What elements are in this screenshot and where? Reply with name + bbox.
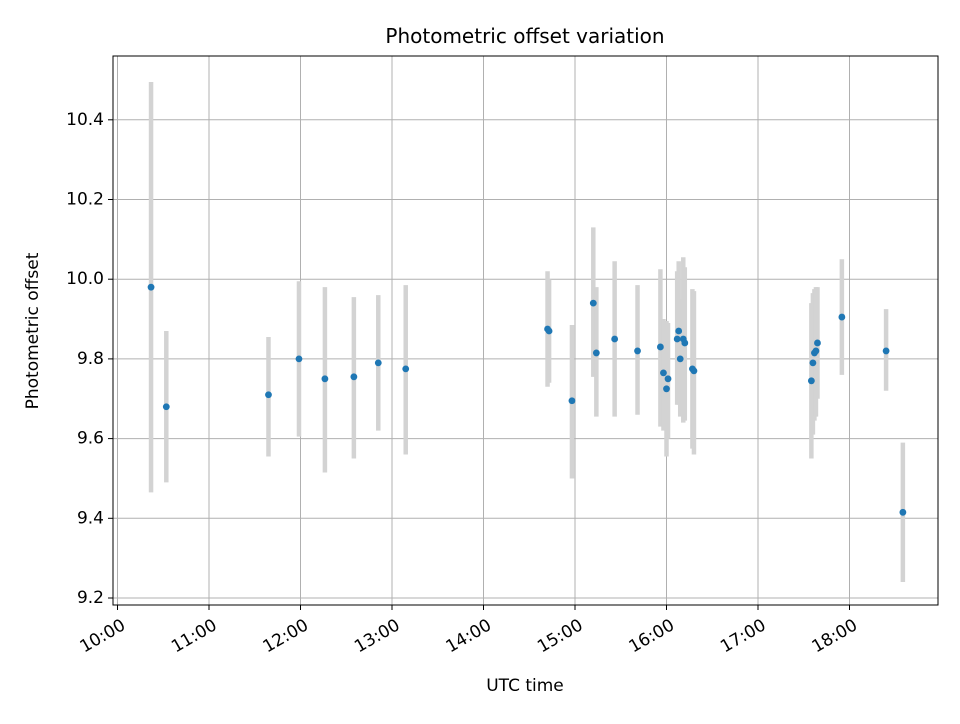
data-point	[675, 327, 683, 335]
x-tick-label: 17:00	[717, 615, 769, 657]
y-tick-label: 9.6	[77, 429, 104, 449]
data-point	[545, 327, 553, 335]
data-point	[838, 313, 846, 321]
data-point	[568, 397, 576, 405]
data-point	[663, 385, 670, 393]
x-tick-label: 13:00	[351, 615, 403, 657]
x-tick-label: 16:00	[626, 615, 678, 657]
data-point	[807, 377, 815, 385]
data-point	[882, 347, 890, 355]
data-point	[681, 339, 689, 347]
x-tick-label: 10:00	[77, 615, 129, 657]
data-point	[592, 349, 600, 357]
data-point	[664, 375, 672, 383]
data-point	[690, 367, 698, 375]
chart-title: Photometric offset variation	[385, 24, 664, 48]
data-point	[809, 359, 817, 367]
y-tick-label: 10.2	[66, 190, 104, 210]
data-point	[673, 335, 681, 343]
data-point	[402, 365, 410, 373]
data-point	[147, 283, 155, 291]
data-point	[265, 391, 272, 399]
data-point	[634, 347, 641, 355]
data-point	[374, 359, 382, 367]
y-axis-label: Photometric offset	[23, 252, 43, 409]
x-tick-label: 14:00	[443, 615, 495, 657]
data-point	[660, 369, 667, 377]
x-axis-label: UTC time	[486, 676, 564, 696]
x-tick-label: 12:00	[260, 615, 312, 657]
plot-frame	[112, 55, 939, 606]
data-point	[589, 299, 597, 307]
data-point	[321, 375, 329, 383]
y-tick-label: 9.2	[77, 588, 104, 608]
x-tick-label: 18:00	[809, 615, 861, 657]
y-tick-label: 10.4	[66, 110, 104, 130]
data-point	[350, 373, 358, 381]
y-tick-label: 9.4	[77, 508, 104, 528]
x-tick-label: 11:00	[168, 615, 220, 657]
data-point	[814, 339, 821, 347]
data-point	[676, 355, 684, 363]
data-point	[611, 335, 619, 343]
data-point	[162, 403, 170, 411]
data-point	[812, 347, 820, 355]
y-tick-label: 9.8	[77, 349, 104, 369]
data-point	[657, 343, 664, 351]
x-tick-label: 15:00	[534, 615, 586, 657]
data-point	[295, 355, 303, 363]
data-point	[899, 508, 907, 516]
y-tick-label: 10.0	[66, 269, 104, 289]
